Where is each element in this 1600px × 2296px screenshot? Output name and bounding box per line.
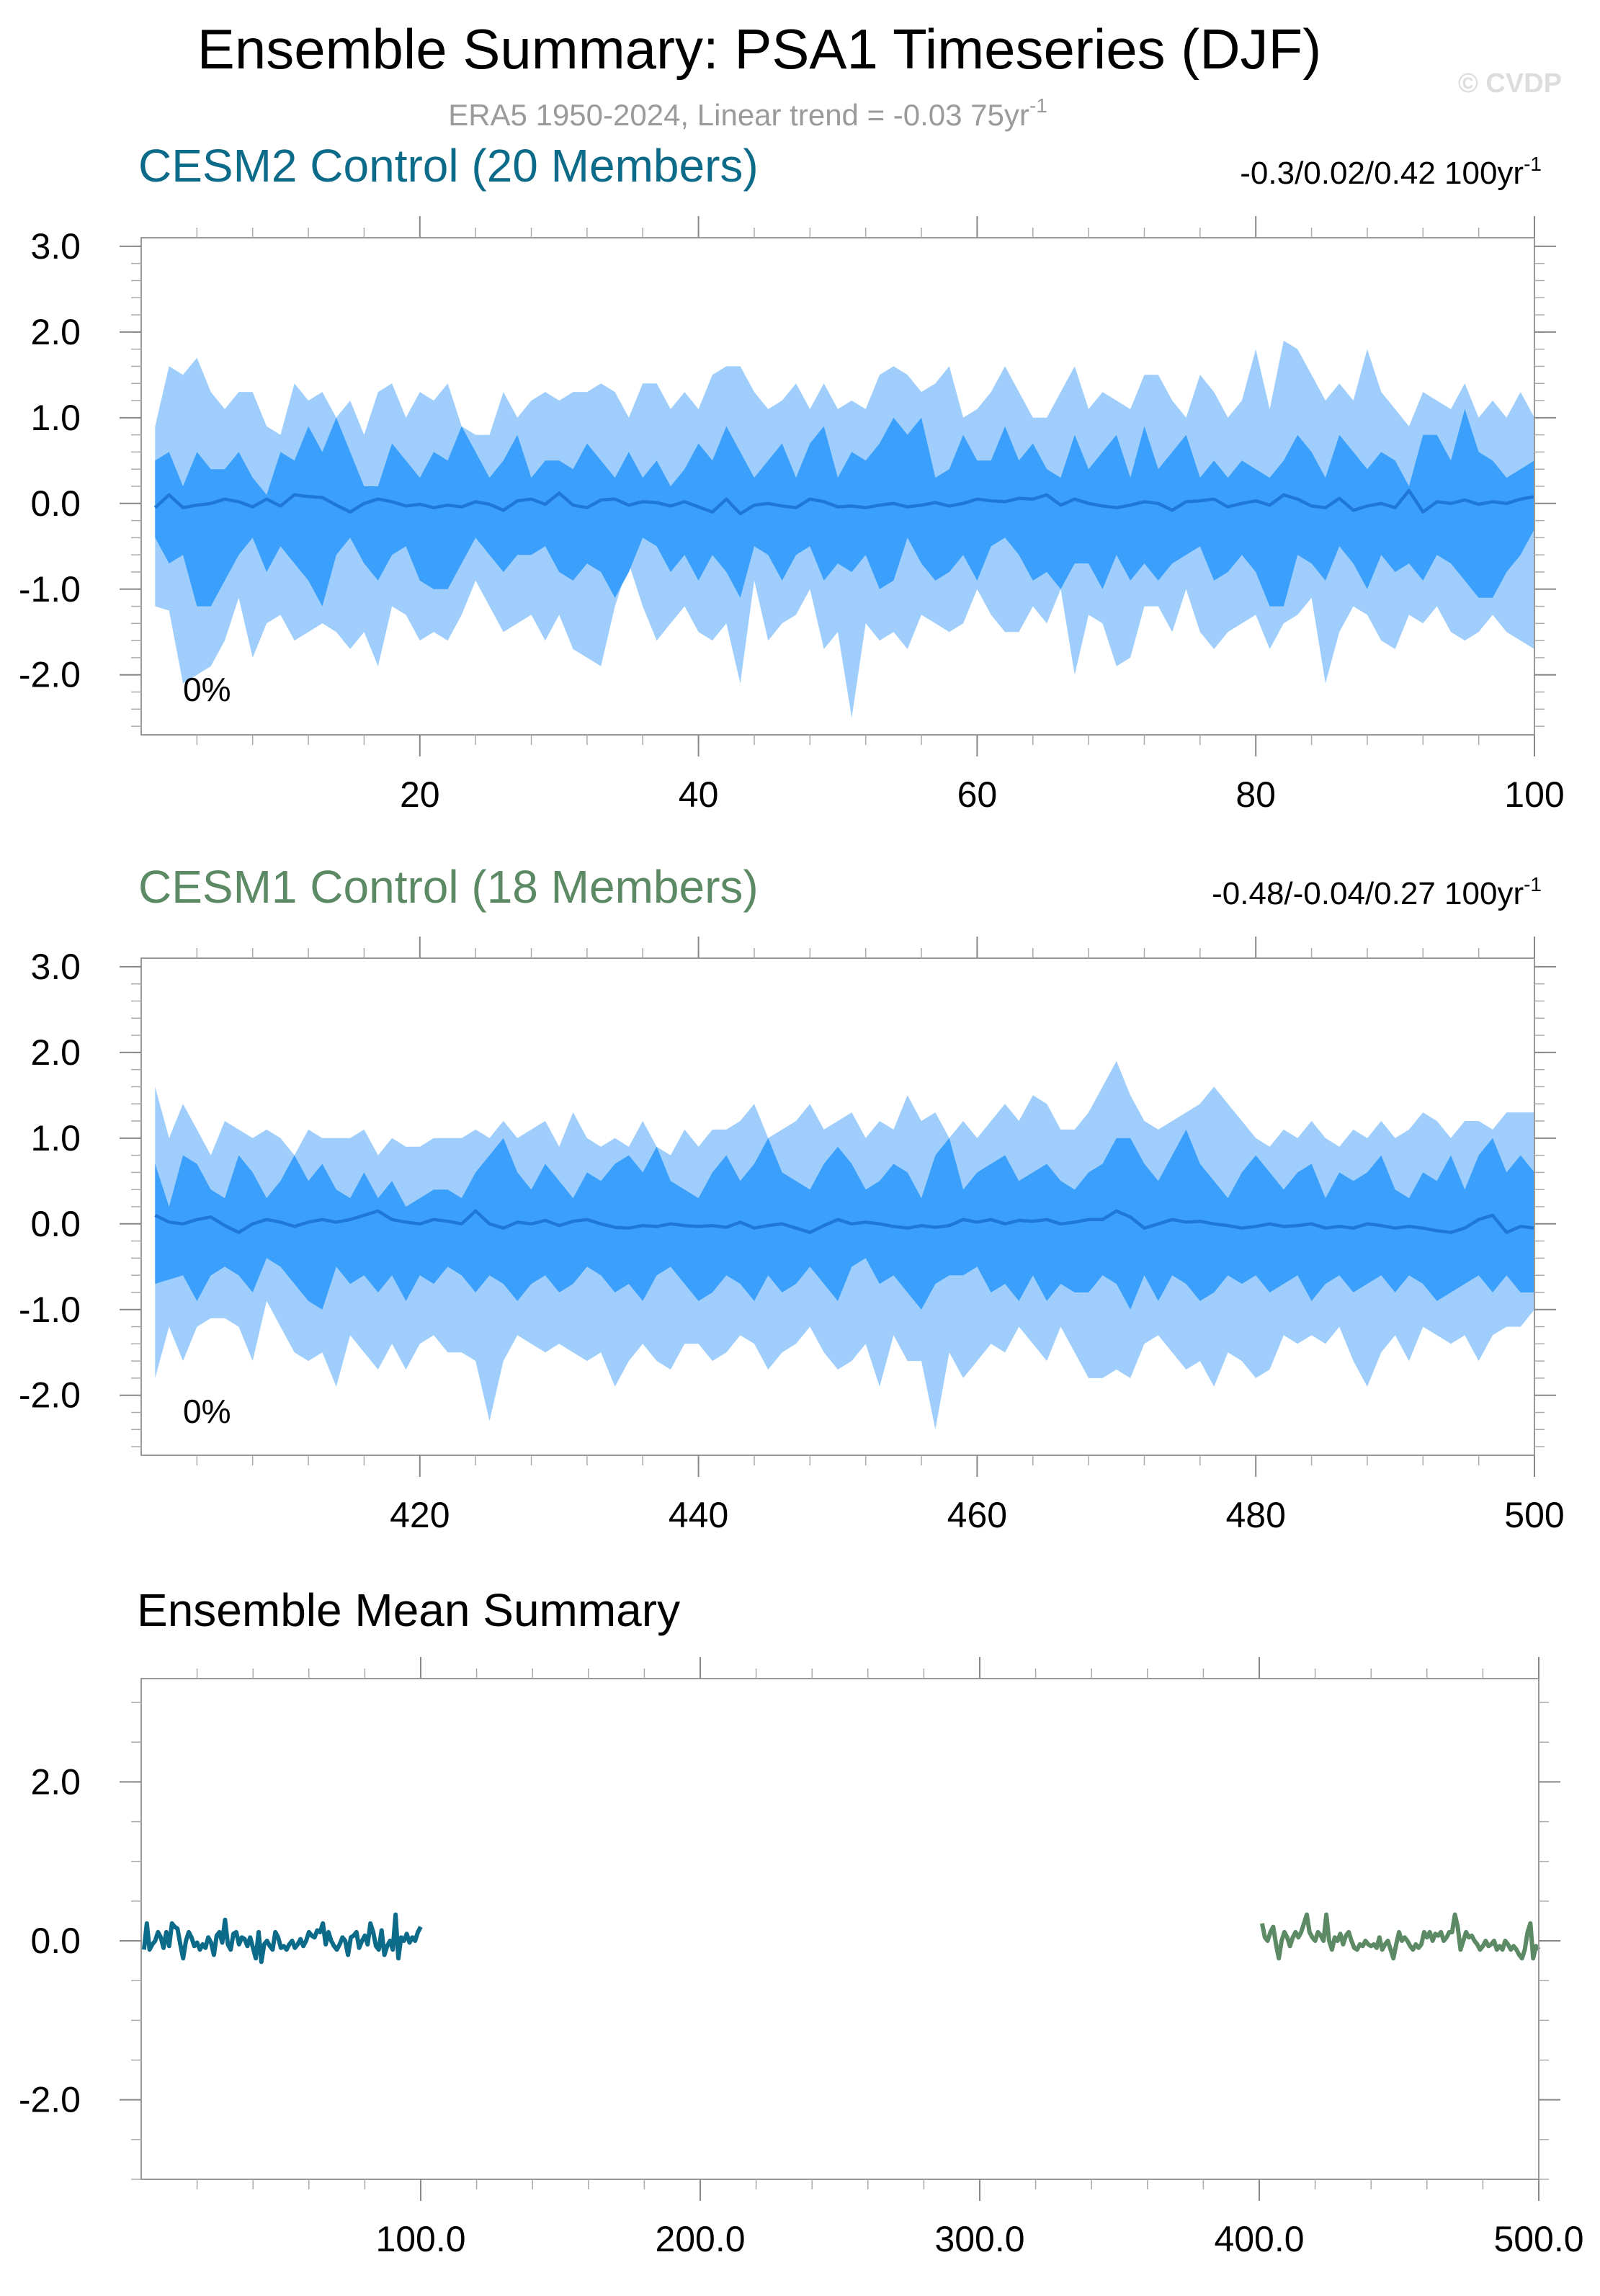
y-tick-label: 2.0 — [30, 1032, 81, 1073]
y-tick-label: 0.0 — [30, 1921, 81, 1961]
y-tick-label: 0.0 — [30, 1204, 81, 1244]
line-cesm1-ensemble-mean — [154, 1209, 1535, 1234]
band-cesm1-p16-p84 — [155, 1129, 1534, 1310]
panel-cesm2-title: CESM2 Control (20 Members) — [138, 140, 759, 192]
figure-subtitle: ERA5 1950-2024, Linear trend = -0.03 75y… — [448, 94, 1047, 132]
y-tick-label: 1.0 — [30, 398, 81, 438]
plot-area-cesm1: 3.0 2.0 1.0 0.0 -1.0 -2.0 420 440 460 480 500 — [19, 937, 1565, 1535]
panel-cesm1-trend: -0.48/-0.04/0.27 100yr-1 — [1212, 873, 1542, 911]
panel-cesm2-trend: -0.3/0.02/0.42 100yr-1 — [1240, 153, 1542, 191]
panel-cesm1-percent: 0% — [183, 1393, 231, 1430]
panel-cesm1-trend-superscript: -1 — [1524, 873, 1542, 895]
subtitle-text: ERA5 1950-2024, Linear trend = -0.03 75y… — [448, 98, 1029, 132]
x-tick-label: 420 — [390, 1495, 450, 1535]
x-tick-label: 80 — [1235, 774, 1276, 815]
x-tick-label: 440 — [669, 1495, 728, 1535]
x-tick-label: 100.0 — [375, 2219, 465, 2259]
plot-area-ensemble-mean: 2.0 0.0 -2.0 100.0 200.0 300.0 400.0 500.0 — [19, 1657, 1584, 2259]
panel-ensemble-mean-title: Ensemble Mean Summary — [137, 1584, 680, 1636]
panel-cesm1-trend-text: -0.48/-0.04/0.27 100yr — [1212, 876, 1524, 911]
y-tick-label: 1.0 — [30, 1118, 81, 1158]
x-tick-label: 480 — [1225, 1495, 1285, 1535]
plot-frame-ensemble-mean — [140, 1678, 1539, 2180]
x-tick-label: 400.0 — [1214, 2219, 1304, 2259]
y-tick-label: 3.0 — [30, 947, 81, 987]
line-cesm2-ensemble-mean — [153, 488, 1535, 516]
x-tick-label: 20 — [400, 774, 440, 815]
y-tick-label: -1.0 — [19, 569, 81, 609]
y-tick-label: -2.0 — [19, 1375, 81, 1416]
y-tick-label: 0.0 — [30, 483, 81, 524]
x-tick-label: 500.0 — [1493, 2219, 1583, 2259]
line-cesm1-mean — [1259, 1912, 1541, 1961]
x-tick-label: 200.0 — [655, 2219, 745, 2259]
y-tick-label: 3.0 — [30, 226, 81, 267]
y-tick-label: -2.0 — [19, 655, 81, 695]
panel-cesm2-trend-superscript: -1 — [1524, 153, 1542, 175]
x-tick-label: 460 — [947, 1495, 1007, 1535]
panel-cesm1-title: CESM1 Control (18 Members) — [138, 861, 759, 913]
panel-cesm1: CESM1 Control (18 Members) -0.48/-0.04/0… — [19, 861, 1565, 1535]
x-tick-label: 500 — [1504, 1495, 1564, 1535]
panel-cesm2-percent: 0% — [183, 671, 231, 708]
y-tick-label: 2.0 — [30, 312, 81, 352]
x-tick-label: 300.0 — [934, 2219, 1024, 2259]
x-tick-label: 60 — [957, 774, 998, 815]
figure-title: Ensemble Summary: PSA1 Timeseries (DJF) — [197, 17, 1321, 81]
y-tick-label: -2.0 — [19, 2080, 81, 2120]
y-tick-label: 2.0 — [30, 1761, 81, 1802]
panel-cesm2: CESM2 Control (20 Members) -0.3/0.02/0.4… — [19, 140, 1565, 815]
panel-ensemble-mean: Ensemble Mean Summary 2.0 0.0 -2.0 100.0 200… — [19, 1584, 1584, 2259]
panel-cesm2-trend-text: -0.3/0.02/0.42 100yr — [1240, 156, 1524, 191]
cvdp-watermark: © CVDP — [1458, 68, 1562, 99]
line-cesm2-mean — [141, 1912, 423, 1965]
subtitle-superscript: -1 — [1029, 94, 1047, 117]
plot-area-cesm2: 3.0 2.0 1.0 0.0 -1.0 -2.0 20 40 60 80 100 — [19, 216, 1565, 815]
x-tick-label: 100 — [1504, 774, 1564, 815]
y-tick-label: -1.0 — [19, 1290, 81, 1330]
x-tick-label: 40 — [679, 774, 719, 815]
